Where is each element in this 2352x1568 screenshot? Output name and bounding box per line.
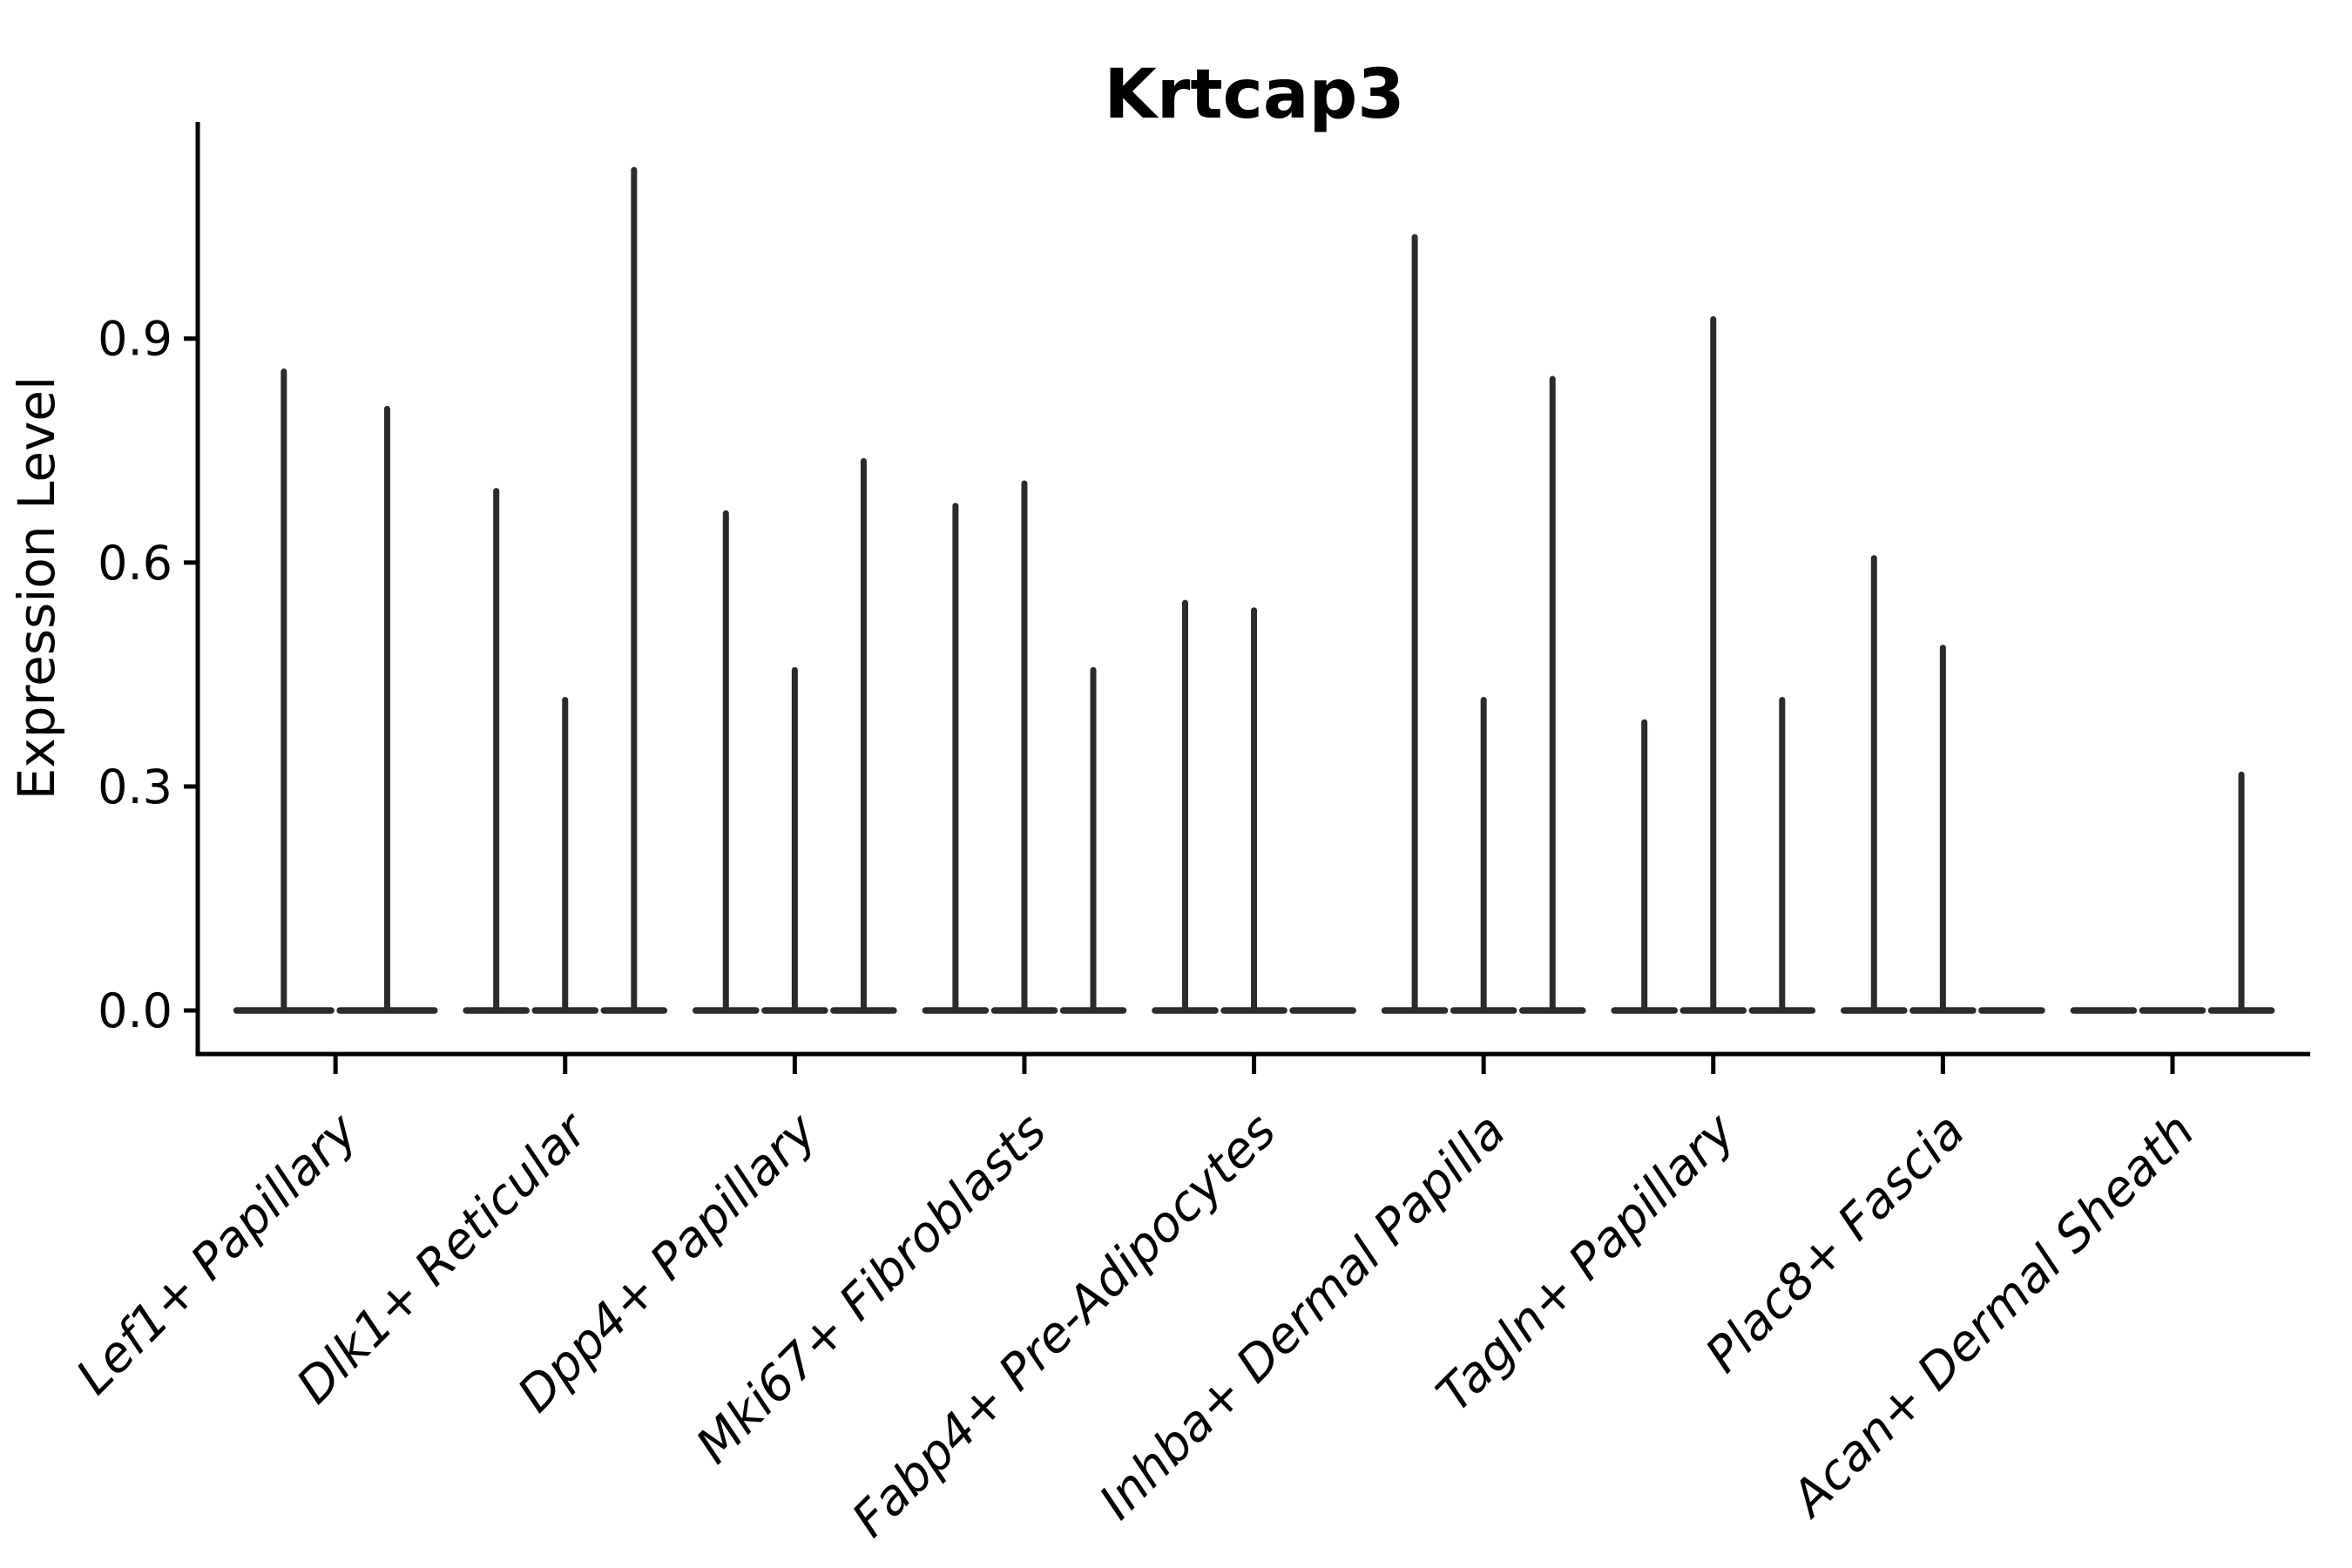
- chart-title: Krtcap3: [1104, 56, 1404, 134]
- y-tick-label: 0.6: [98, 536, 172, 591]
- y-tick-label: 0.9: [98, 312, 172, 367]
- y-tick-label: 0.3: [98, 760, 172, 814]
- y-axis-label: Expression Level: [7, 376, 66, 800]
- y-tick-label: 0.0: [98, 983, 172, 1038]
